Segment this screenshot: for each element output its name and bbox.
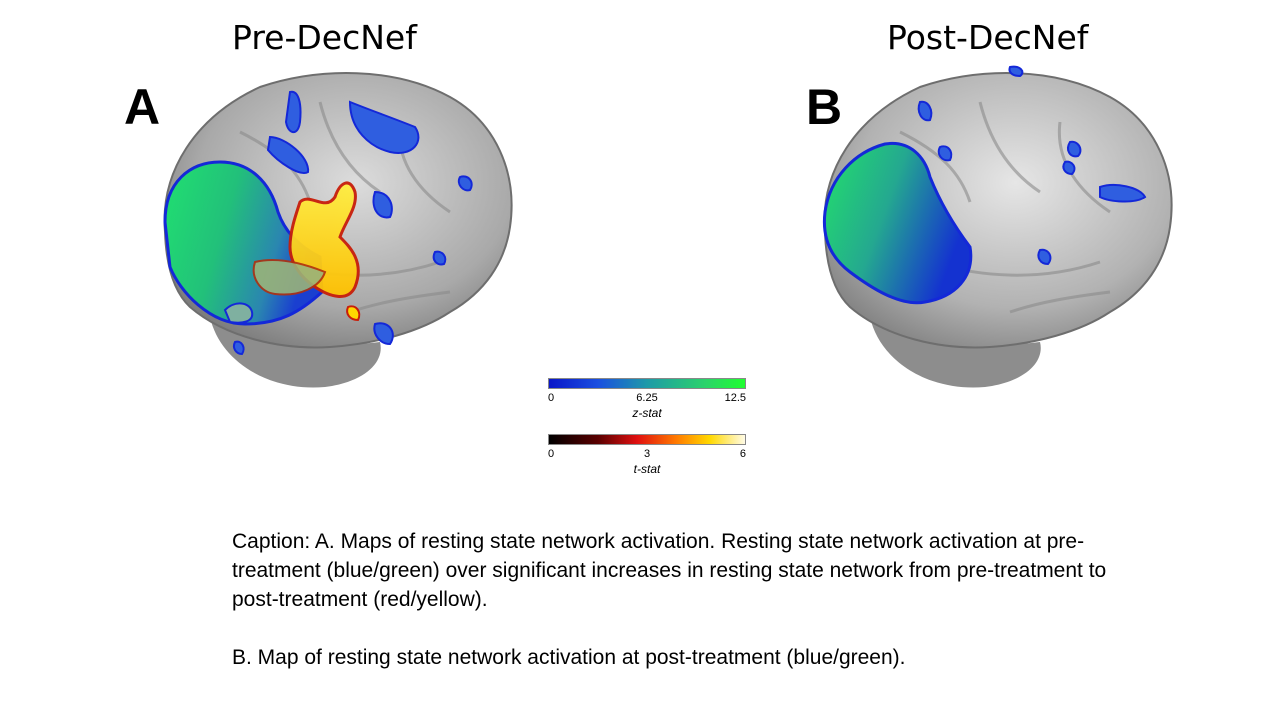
tstat-tick-max: 6: [739, 448, 746, 460]
tstat-tick-mid: 3: [643, 448, 651, 460]
tstat-ticks: 0 3 6: [548, 445, 746, 461]
panel-a-title: Pre-DecNef: [232, 18, 417, 57]
panel-a-letter: A: [124, 79, 161, 135]
tstat-tick-min: 0: [548, 448, 555, 460]
figure-caption: Caption: A. Maps of resting state networ…: [232, 527, 1112, 672]
zstat-tick-min: 0: [548, 392, 555, 404]
zstat-colorbar: 0 6.25 12.5 z-stat: [548, 378, 746, 420]
zstat-ticks: 0 6.25 12.5: [548, 389, 746, 405]
zstat-label: z-stat: [632, 406, 662, 420]
tstat-colorbar: 0 3 6 t-stat: [548, 434, 746, 476]
caption-b: B. Map of resting state network activati…: [232, 646, 906, 669]
zstat-gradient: [548, 378, 746, 389]
tstat-increase-cluster: [252, 181, 361, 322]
brain-map-pre: [163, 72, 513, 388]
tstat-gradient: [548, 434, 746, 445]
tstat-label: t-stat: [633, 462, 661, 476]
zstat-tick-mid: 6.25: [636, 392, 658, 404]
panel-b-title: Post-DecNef: [887, 18, 1089, 57]
caption-a: Caption: A. Maps of resting state networ…: [232, 530, 1107, 611]
brain-map-post: [822, 65, 1173, 388]
zstat-tick-max: 12.5: [724, 392, 746, 404]
zstat-activation-cluster: [822, 65, 1147, 305]
panel-b-letter: B: [806, 79, 843, 135]
